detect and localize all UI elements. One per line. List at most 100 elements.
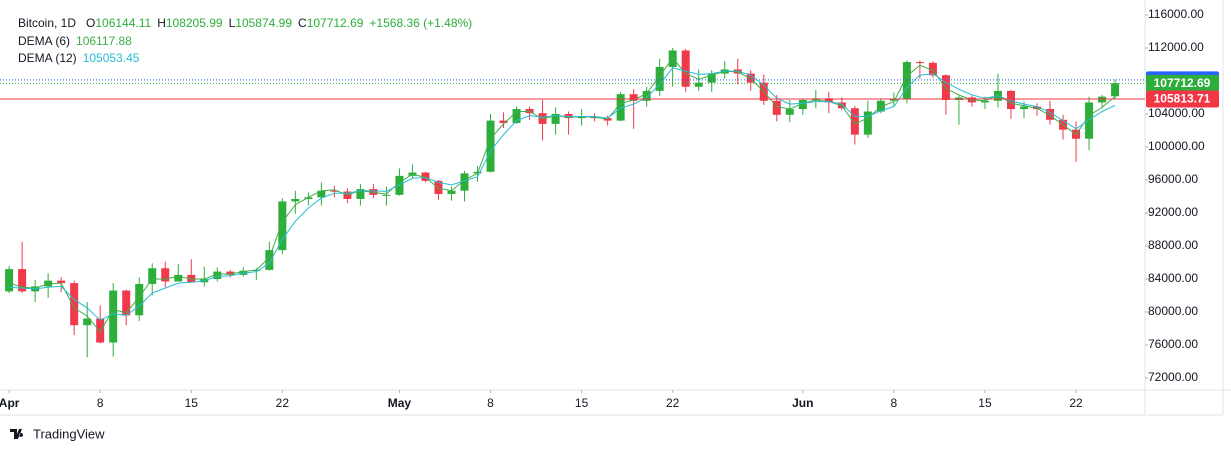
candle-body: [421, 172, 430, 181]
x-tick-label: 22: [276, 396, 290, 410]
candle-body: [447, 190, 456, 195]
price-label-box: [1146, 74, 1219, 92]
ohlc-key: C: [298, 16, 307, 30]
candle-body: [1085, 102, 1094, 139]
candle-body: [317, 190, 326, 198]
candle-body: [980, 100, 989, 103]
brand-name: TradingView: [33, 426, 105, 441]
candle-body: [330, 190, 339, 192]
candle-body: [434, 180, 443, 195]
ohlc-value: 105874.99: [235, 16, 292, 30]
x-tick-label: Apr: [0, 396, 20, 410]
y-tick-label: 84000.00: [1148, 271, 1198, 285]
candle-body: [460, 173, 469, 191]
candle-body: [694, 82, 703, 87]
candle-body: [681, 50, 690, 87]
candle-body: [174, 274, 183, 282]
x-tick-label: 22: [1069, 396, 1083, 410]
ohlc-key: O: [86, 16, 95, 30]
price-label: 107712.69: [1154, 76, 1211, 90]
indicator-value: 106117.88: [76, 34, 132, 48]
candle-body: [83, 318, 92, 326]
y-tick-label: 88000.00: [1148, 238, 1198, 252]
ohlc-key: L: [229, 16, 236, 30]
candle-body: [902, 62, 911, 100]
candle-body: [824, 98, 833, 103]
price-label: 105813.71: [1154, 92, 1211, 106]
y-tick-label: 80000.00: [1148, 304, 1198, 318]
candle-body: [135, 283, 144, 316]
candle-body: [356, 189, 365, 199]
ohlc-value: 107712.69: [307, 16, 364, 30]
candle-body: [785, 109, 794, 115]
dema-line: [9, 67, 1116, 321]
x-tick-label: May: [388, 396, 412, 410]
x-tick-label: 8: [97, 396, 104, 410]
logo-icon: [10, 429, 24, 439]
x-tick-label: 8: [891, 396, 898, 410]
y-tick-label: 72000.00: [1148, 370, 1198, 384]
x-tick-label: 8: [487, 396, 494, 410]
indicator-name: DEMA (6): [18, 34, 70, 48]
candle-body: [928, 62, 937, 76]
candle-body: [57, 280, 66, 284]
candle-body: [655, 66, 664, 91]
candle-body: [642, 90, 651, 101]
candle-body: [512, 109, 521, 124]
candle-body: [70, 283, 79, 326]
candle-body: [1111, 83, 1120, 97]
candle-body: [486, 120, 495, 172]
indicator-value: 105053.45: [83, 51, 140, 65]
ohlc-value: 106144.11: [95, 16, 151, 30]
candle-body: [96, 318, 105, 343]
candle-body: [161, 268, 170, 282]
legend: Bitcoin, 1D O 106144.11 H 108205.99 L 105874.…: [18, 16, 472, 65]
change-value: +1568.36 (+1.48%): [369, 16, 472, 30]
candle-body: [291, 198, 300, 202]
candle-body: [252, 269, 261, 271]
y-tick-label: 104000.00: [1148, 106, 1205, 120]
candle-body: [1019, 106, 1028, 110]
candle-body: [551, 113, 560, 124]
candle-body: [1046, 109, 1055, 120]
ohlc-key: H: [157, 16, 166, 30]
x-tick-label: 15: [978, 396, 992, 410]
candle-body: [109, 290, 118, 343]
candle-body: [213, 271, 222, 279]
candle-body: [1006, 90, 1015, 110]
y-tick-label: 92000.00: [1148, 205, 1198, 219]
candle-body: [148, 268, 157, 284]
candle-body: [304, 197, 313, 199]
indicator-name: DEMA (12): [18, 51, 77, 65]
x-tick-label: 15: [185, 396, 199, 410]
candle-body: [798, 99, 807, 110]
x-tick-label: 15: [575, 396, 589, 410]
candle-body: [122, 290, 131, 316]
plot-area: [5, 47, 1120, 358]
y-tick-label: 96000.00: [1148, 172, 1198, 186]
candle-body: [226, 271, 235, 275]
x-tick-label: 22: [666, 396, 680, 410]
candle-body: [616, 94, 625, 121]
symbol-title: Bitcoin, 1D: [18, 16, 76, 30]
y-tick-label: 76000.00: [1148, 337, 1198, 351]
candle-body: [772, 100, 781, 115]
candle-body: [278, 201, 287, 251]
candle-body: [1098, 96, 1107, 103]
candle-body: [499, 120, 508, 124]
candle-body: [707, 73, 716, 83]
candle-body: [629, 94, 638, 101]
candle-body: [850, 108, 859, 135]
candle-body: [18, 269, 27, 292]
tradingview-logo: TradingView: [10, 426, 105, 441]
candle-body: [577, 116, 586, 119]
candle-body: [915, 62, 924, 64]
candle-body: [265, 250, 274, 270]
candle-body: [382, 194, 391, 196]
price-label-box: [1146, 90, 1219, 108]
y-tick-label: 112000.00: [1148, 40, 1204, 54]
x-tick-label: Jun: [792, 396, 813, 410]
candle-body: [889, 99, 898, 101]
